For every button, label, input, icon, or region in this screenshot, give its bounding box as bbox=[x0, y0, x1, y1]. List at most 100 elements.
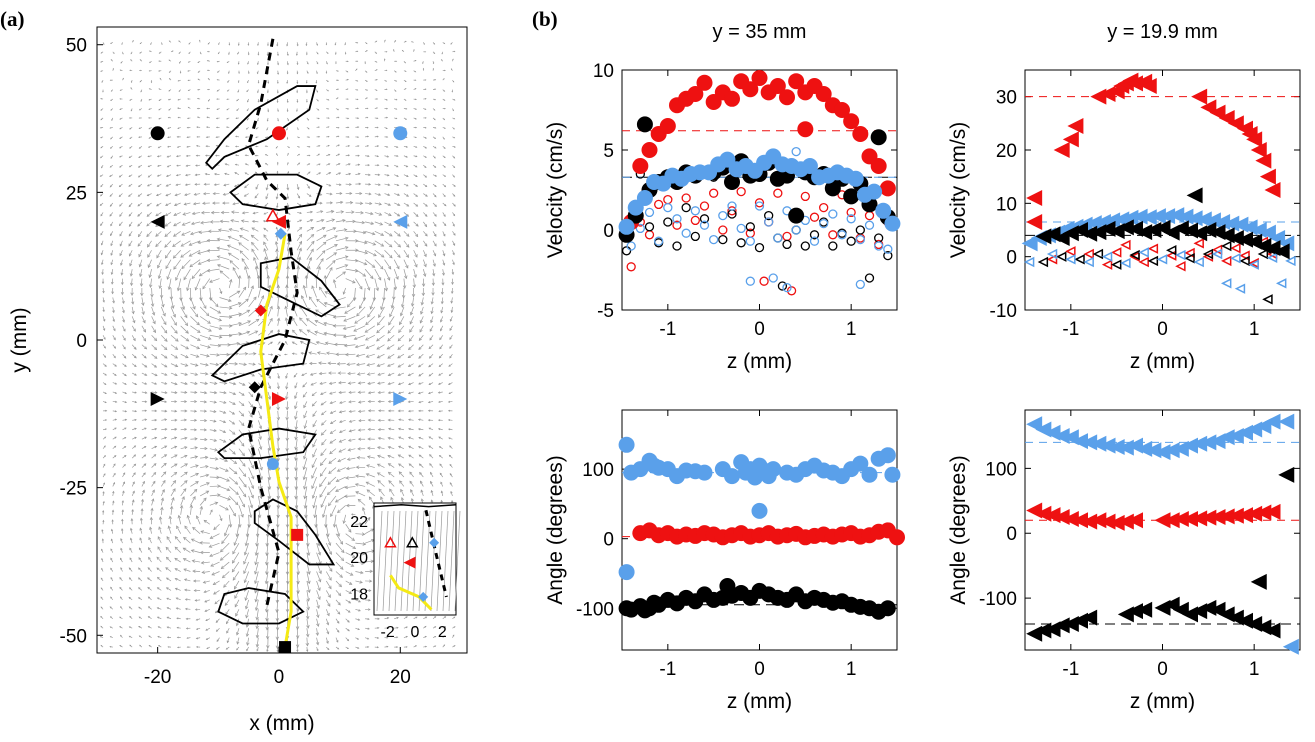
quiver-arrow-head bbox=[251, 220, 255, 223]
quiver-arrow bbox=[147, 587, 152, 591]
quiver-arrow-head bbox=[415, 146, 418, 148]
quiver-arrow-head bbox=[267, 284, 272, 289]
quiver-arrow-head bbox=[385, 51, 388, 53]
quiver-arrow bbox=[312, 410, 317, 417]
quiver-arrow-head bbox=[164, 213, 168, 217]
quiver-arrow-head bbox=[129, 527, 133, 531]
quiver-arrow-head bbox=[306, 649, 309, 652]
quiver-arrow bbox=[303, 410, 308, 418]
quiver-arrow-head bbox=[205, 473, 210, 478]
quiver-arrow bbox=[258, 467, 263, 480]
quiver-arrow-head bbox=[316, 649, 319, 652]
quiver-arrow bbox=[158, 526, 162, 534]
quiver-arrow bbox=[430, 481, 434, 487]
quiver-arrow bbox=[345, 220, 356, 223]
quiver-arrow-head bbox=[439, 337, 442, 341]
quiver-arrow-head bbox=[339, 566, 344, 570]
quiver-arrow bbox=[388, 372, 395, 376]
quiver-arrow-head bbox=[188, 253, 193, 257]
quiver-arrow-head bbox=[101, 557, 104, 561]
quiver-arrow bbox=[355, 580, 363, 583]
quiver-arrow-head bbox=[184, 390, 188, 394]
quiver-arrow-head bbox=[139, 52, 141, 54]
quiver-arrow bbox=[165, 259, 172, 269]
quiver-arrow-head bbox=[194, 363, 199, 367]
quiver-arrow-head bbox=[322, 241, 327, 246]
quiver-arrow-head bbox=[120, 538, 123, 541]
quiver-arrow-head bbox=[444, 185, 447, 188]
quiver-arrow bbox=[192, 212, 201, 215]
quiver-arrow-head bbox=[265, 187, 269, 191]
quiver-arrow bbox=[374, 183, 381, 186]
quiver-arrow-head bbox=[386, 636, 389, 639]
quiver-arrow-head bbox=[242, 493, 247, 498]
quiver-arrow bbox=[345, 561, 354, 567]
data-point-blue bbox=[709, 234, 719, 245]
quiver-arrow-head bbox=[377, 372, 381, 376]
quiver-arrow-head bbox=[112, 67, 114, 70]
quiver-arrow bbox=[316, 241, 327, 251]
quiver-arrow-head bbox=[195, 354, 200, 358]
quiver-arrow bbox=[304, 486, 308, 499]
quiver-arrow-head bbox=[398, 471, 402, 475]
quiver-arrow-head bbox=[109, 79, 112, 81]
quiver-arrow-head bbox=[112, 300, 115, 304]
quiver-arrow-head bbox=[387, 355, 391, 359]
quiver-arrow-head bbox=[217, 493, 221, 497]
quiver-arrow-head bbox=[101, 272, 104, 275]
quiver-arrow-head bbox=[184, 193, 188, 196]
quiver-arrow bbox=[131, 454, 136, 459]
quiver-arrow-head bbox=[424, 108, 427, 110]
quiver-arrow-head bbox=[191, 559, 196, 563]
quiver-arrow-head bbox=[199, 505, 204, 510]
quiver-arrow bbox=[141, 306, 145, 315]
quiver-arrow bbox=[306, 193, 312, 197]
quiver-arrow-head bbox=[285, 524, 290, 528]
quiver-arrow-head bbox=[347, 620, 350, 623]
quiver-arrow-head bbox=[318, 153, 320, 156]
quiver-arrow-head bbox=[233, 372, 237, 376]
quiver-arrow-head bbox=[222, 430, 227, 434]
quiver-arrow-head bbox=[334, 235, 338, 239]
dashed-midline bbox=[247, 38, 299, 607]
quiver-arrow bbox=[403, 212, 409, 217]
quiver-arrow-head bbox=[200, 561, 205, 565]
quiver-arrow-head bbox=[196, 136, 199, 138]
quiver-arrow-head bbox=[277, 63, 280, 66]
data-point-black bbox=[809, 230, 820, 240]
quiver-arrow-head bbox=[415, 117, 417, 120]
quiver-arrow-head bbox=[308, 296, 313, 300]
quiver-arrow-head bbox=[197, 261, 202, 265]
quiver-arrow-head bbox=[346, 70, 349, 73]
quiver-arrow-head bbox=[185, 617, 188, 620]
quiver-arrow bbox=[102, 297, 105, 303]
quiver-arrow-head bbox=[275, 147, 278, 149]
quiver-arrow-head bbox=[213, 400, 218, 404]
quiver-arrow-head bbox=[119, 577, 122, 580]
quiver-arrow bbox=[248, 410, 253, 418]
quiver-arrow-head bbox=[252, 211, 256, 215]
quiver-arrow-head bbox=[219, 270, 224, 274]
quiver-arrow bbox=[258, 420, 262, 429]
quiver-arrow-head bbox=[433, 156, 436, 159]
quiver-arrow-head bbox=[176, 146, 179, 148]
quiver-arrow-head bbox=[376, 646, 379, 649]
quiver-arrow-head bbox=[150, 293, 154, 298]
quiver-arrow bbox=[377, 446, 385, 450]
quiver-arrow-head bbox=[267, 396, 272, 400]
quiver-arrow bbox=[246, 628, 249, 637]
quiver-arrow bbox=[258, 495, 261, 509]
quiver-arrow bbox=[155, 212, 162, 217]
quiver-arrow bbox=[432, 259, 436, 267]
quiver-arrow-head bbox=[298, 146, 300, 148]
quiver-arrow-head bbox=[103, 463, 106, 466]
quiver-arrow bbox=[199, 316, 211, 324]
quiver-arrow bbox=[122, 491, 125, 497]
quiver-arrow bbox=[367, 372, 375, 375]
quiver-arrow-head bbox=[164, 364, 168, 368]
quiver-arrow bbox=[356, 353, 366, 357]
quiver-arrow bbox=[130, 269, 133, 277]
quiver-arrow bbox=[151, 481, 156, 487]
quiver-arrow bbox=[112, 325, 116, 331]
quiver-arrow bbox=[366, 464, 375, 468]
